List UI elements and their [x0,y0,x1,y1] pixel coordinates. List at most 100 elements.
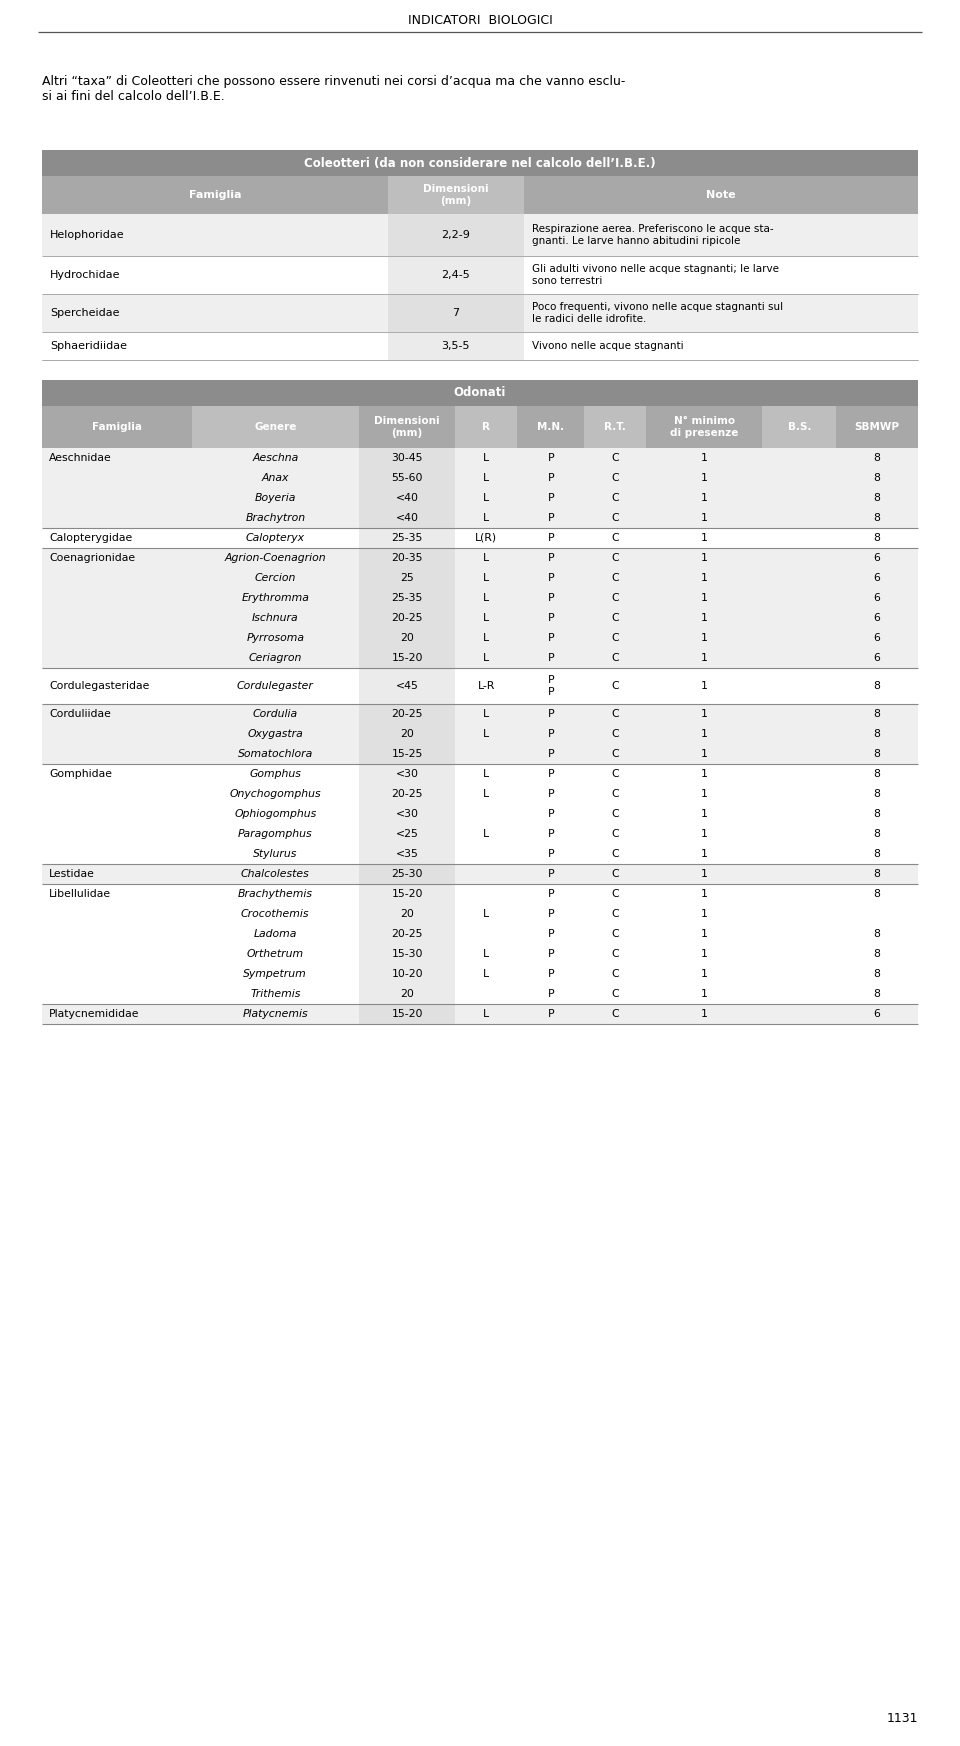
Text: Gli adulti vivono nelle acque stagnanti; le larve
sono terrestri: Gli adulti vivono nelle acque stagnanti;… [532,264,779,286]
Text: 1: 1 [701,730,708,739]
Text: L: L [483,950,490,959]
Bar [359,629,455,648]
Text: C: C [612,513,619,524]
Bar [42,293,918,332]
Text: Genere: Genere [254,423,297,431]
Bar [42,588,918,608]
Text: 8: 8 [874,889,880,899]
Bar [359,487,455,508]
Text: 8: 8 [874,789,880,800]
Text: L: L [483,452,490,463]
Text: 1: 1 [701,789,708,800]
Text: 6: 6 [874,613,880,623]
Bar [359,508,455,527]
Text: 1: 1 [701,969,708,980]
Text: 1: 1 [701,533,708,543]
Text: P: P [547,709,554,719]
Text: P: P [547,634,554,643]
Text: 25-35: 25-35 [392,594,422,602]
Text: C: C [612,789,619,800]
Bar [359,648,455,669]
Bar [646,407,762,449]
Text: Cordulegaster: Cordulegaster [237,681,314,691]
Text: C: C [612,634,619,643]
Bar [359,588,455,608]
Text: Cordulegasteridae: Cordulegasteridae [49,681,150,691]
Bar [359,449,455,468]
Text: Gomphidae: Gomphidae [49,768,112,779]
Text: L: L [483,492,490,503]
Text: Cercion: Cercion [254,573,296,583]
Bar [836,407,918,449]
Bar [42,803,918,824]
Text: P: P [547,613,554,623]
Bar [762,407,836,449]
Text: C: C [612,969,619,980]
Bar [42,648,918,669]
Bar [517,407,585,449]
Text: C: C [612,889,619,899]
Text: 1: 1 [701,573,708,583]
Bar [42,332,918,360]
Text: Famiglia: Famiglia [92,423,142,431]
Text: P: P [547,988,554,999]
Text: L: L [483,709,490,719]
Text: 8: 8 [874,492,880,503]
Text: 1: 1 [701,929,708,939]
Bar [359,765,455,784]
Text: N° minimo
di presenze: N° minimo di presenze [670,416,738,438]
Text: Ladoma: Ladoma [253,929,297,939]
Text: INDICATORI  BIOLOGICI: INDICATORI BIOLOGICI [408,14,552,26]
Text: C: C [612,594,619,602]
Bar [42,725,918,744]
Bar [42,924,918,945]
Text: 1: 1 [701,870,708,878]
Bar [42,449,918,468]
Text: Ophiogomphus: Ophiogomphus [234,808,317,819]
Text: 20: 20 [400,910,414,918]
Text: 1: 1 [701,634,708,643]
Text: P: P [547,829,554,840]
Text: C: C [612,849,619,859]
Text: 1: 1 [701,681,708,691]
Text: 6: 6 [874,594,880,602]
Text: 3,5-5: 3,5-5 [442,340,470,351]
Text: C: C [612,653,619,663]
Bar [42,215,918,257]
Bar [359,725,455,744]
Text: P: P [547,768,554,779]
Text: 8: 8 [874,829,880,840]
Bar [455,407,517,449]
Text: 30-45: 30-45 [392,452,423,463]
Text: 1: 1 [701,492,708,503]
Text: 1: 1 [701,889,708,899]
Text: P: P [547,749,554,760]
Text: 1: 1 [701,653,708,663]
Text: 2,2-9: 2,2-9 [442,230,470,239]
Text: L: L [483,553,490,562]
Text: L: L [483,969,490,980]
Text: C: C [612,730,619,739]
Bar [359,1004,455,1023]
Bar [524,176,918,215]
Text: 1: 1 [701,594,708,602]
Text: Note: Note [707,190,735,201]
Bar [42,508,918,527]
Text: Hydrochidae: Hydrochidae [50,271,121,279]
Text: M.N.: M.N. [538,423,564,431]
Bar [585,407,646,449]
Bar [359,945,455,964]
Bar [359,407,455,449]
Bar [388,215,524,257]
Text: 25: 25 [400,573,414,583]
Text: P: P [547,789,554,800]
Text: C: C [612,929,619,939]
Bar [42,843,918,864]
Bar [42,985,918,1004]
Bar [359,864,455,883]
Text: 6: 6 [874,634,880,643]
Text: Erythromma: Erythromma [241,594,309,602]
Text: Gomphus: Gomphus [250,768,301,779]
Text: L: L [483,730,490,739]
Text: 20-25: 20-25 [392,789,423,800]
